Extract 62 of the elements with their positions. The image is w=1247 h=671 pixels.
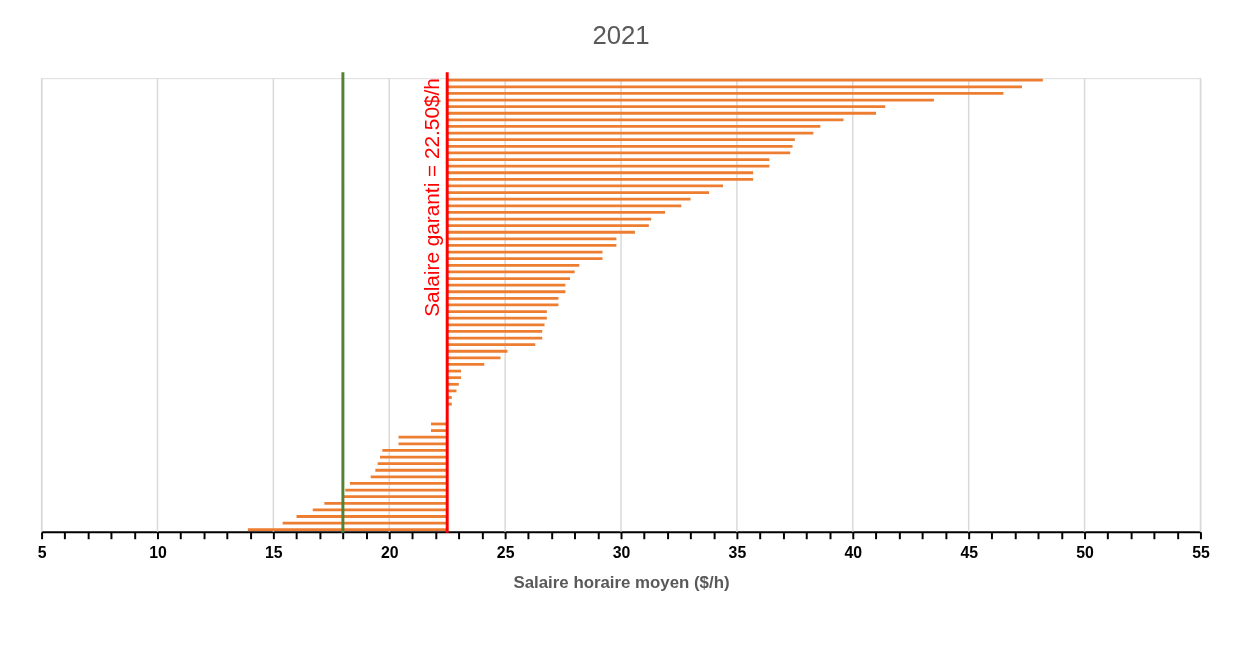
- bar: [324, 501, 448, 505]
- bar: [447, 144, 793, 148]
- x-tick-label: 20: [380, 544, 399, 562]
- bar: [447, 263, 580, 267]
- bar: [447, 244, 617, 247]
- bar: [447, 257, 603, 261]
- bar: [447, 310, 547, 313]
- x-tick-label: 25: [496, 544, 515, 562]
- bar: [282, 521, 448, 525]
- bar: [447, 105, 886, 109]
- bar: [447, 343, 536, 347]
- bar: [447, 363, 485, 366]
- bar: [447, 356, 501, 360]
- x-tick-label: 40: [844, 544, 863, 562]
- bar: [296, 515, 448, 518]
- x-tick-label: 15: [265, 544, 283, 562]
- bar: [447, 290, 566, 294]
- bar: [447, 164, 770, 168]
- bar: [375, 468, 448, 472]
- x-tick-label: 55: [1192, 544, 1210, 562]
- bar: [447, 237, 617, 241]
- bar: [398, 442, 448, 446]
- bar: [447, 177, 754, 181]
- bar: [447, 330, 543, 333]
- bar: [447, 283, 566, 287]
- x-tick-label: 10: [149, 544, 167, 562]
- chart-title: 2021: [592, 20, 650, 49]
- x-axis-title: Salaire horaire moyen ($/h): [513, 572, 730, 592]
- bar: [447, 118, 844, 122]
- x-tick-label: 30: [612, 544, 631, 562]
- x-tick-label: 35: [728, 544, 747, 562]
- bar: [447, 92, 1004, 95]
- bar: [447, 138, 795, 142]
- bar: [398, 435, 448, 439]
- bar: [447, 349, 508, 353]
- bar: [447, 85, 1022, 89]
- bar: [447, 78, 1043, 82]
- bar: [447, 323, 545, 327]
- bar: [370, 475, 448, 479]
- bar: [349, 482, 448, 485]
- bar: [377, 462, 448, 466]
- bar: [447, 316, 547, 320]
- bar: [447, 204, 682, 208]
- x-tick-label: 50: [1076, 544, 1095, 562]
- bar: [342, 495, 448, 499]
- bar: [447, 211, 666, 214]
- bar: [447, 277, 571, 280]
- bar: [447, 171, 754, 175]
- ref-line-label: Salaire garanti = 22.50$/h: [420, 78, 444, 317]
- bar: [382, 449, 448, 452]
- bar: [447, 224, 649, 228]
- x-tick-label: 5: [37, 544, 47, 562]
- bar: [447, 158, 770, 161]
- bar: [447, 296, 559, 300]
- bar: [430, 429, 448, 432]
- x-tick-label: 45: [960, 544, 979, 562]
- bar: [447, 191, 710, 194]
- bar: [447, 125, 821, 128]
- bar: [447, 197, 691, 201]
- bar: [447, 230, 635, 234]
- bar: [247, 528, 448, 532]
- bar: [447, 111, 876, 115]
